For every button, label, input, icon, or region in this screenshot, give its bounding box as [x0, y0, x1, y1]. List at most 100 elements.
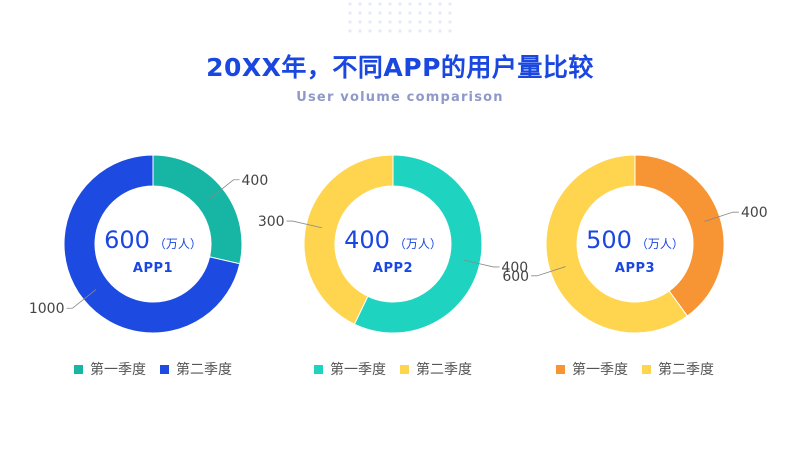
legend-swatch: [74, 364, 83, 374]
app2-donut-svg: 400 300: [258, 154, 528, 334]
leader-line: [531, 266, 566, 277]
decorative-dot: [348, 29, 352, 33]
legend-swatch: [160, 364, 169, 374]
decorative-dot: [418, 2, 422, 6]
app1-total-value: 600: [104, 226, 150, 254]
decorative-dot: [428, 29, 432, 33]
decorative-dot: [358, 11, 362, 15]
decorative-dot: [378, 11, 382, 15]
decorative-dot: [418, 20, 422, 24]
decorative-dot: [378, 2, 382, 6]
app1-center-total: 600 （万人）: [33, 226, 273, 254]
legend-label: 第二季度: [416, 362, 472, 378]
decorative-dot: [438, 20, 442, 24]
data-label: 400: [242, 173, 269, 189]
decorative-dot: [418, 11, 422, 15]
legend-label: 第一季度: [572, 362, 628, 378]
legend-item: 第二季度: [160, 359, 232, 379]
legend-swatch: [314, 364, 323, 374]
legend-item: 第二季度: [400, 359, 472, 379]
decorative-dot: [438, 2, 442, 6]
donut-slice-app3-2: [545, 154, 689, 334]
leader-line: [704, 211, 739, 222]
decorative-dot: [368, 29, 372, 33]
decorative-dot: [368, 11, 372, 15]
decorative-dot: [388, 2, 392, 6]
leader-line: [286, 220, 322, 229]
app2-name-label: APP2: [372, 261, 414, 276]
legend-item: 第二季度: [642, 359, 714, 379]
decorative-dot: [388, 11, 392, 15]
decorative-dot: [428, 11, 432, 15]
app3-donut-chart: 400 600 500 （万人） APP3 第一季度 第二季度: [502, 150, 768, 390]
decorative-dot: [388, 20, 392, 24]
decorative-dot: [368, 2, 372, 6]
decorative-dot: [448, 20, 452, 24]
decorative-dot: [398, 11, 402, 15]
decorative-dot: [438, 11, 442, 15]
legend-swatch: [642, 364, 651, 374]
decorative-dot: [408, 29, 412, 33]
decorative-dot: [348, 20, 352, 24]
app2-donut-chart: 400 300 400 （万人） APP2 第一季度 第二季度: [258, 150, 528, 390]
decorative-dot: [428, 20, 432, 24]
decorative-dot: [368, 20, 372, 24]
legend-swatch: [556, 364, 565, 374]
app3-total-unit: （万人）: [635, 237, 684, 251]
decorative-dot: [408, 11, 412, 15]
decorative-dot: [398, 29, 402, 33]
app2-center-total: 400 （万人）: [273, 226, 513, 254]
decorative-dot: [348, 11, 352, 15]
app1-donut-svg: 400 1000: [29, 154, 269, 334]
donut-slice-app2-1: [353, 154, 483, 334]
decorative-dot: [398, 2, 402, 6]
decorative-dot: [398, 20, 402, 24]
decorative-dot: [358, 29, 362, 33]
page-subtitle: User volume comparison: [296, 90, 504, 105]
decorative-dot: [378, 20, 382, 24]
leader-line: [464, 259, 500, 268]
app2-total-unit: （万人）: [393, 237, 442, 251]
legend-swatch: [400, 364, 409, 374]
app1-total-unit: （万人）: [153, 237, 202, 251]
app3-legend: 第一季度 第二季度: [515, 359, 755, 379]
page-title: 20XX年，不同APP的用户量比较: [206, 53, 594, 82]
decorative-dot-grid: [348, 2, 452, 33]
decorative-dot: [348, 2, 352, 6]
decorative-dot: [388, 29, 392, 33]
decorative-dot: [418, 29, 422, 33]
decorative-dot: [378, 29, 382, 33]
decorative-dot: [408, 20, 412, 24]
legend-item: 第一季度: [74, 359, 146, 379]
data-label: 400: [501, 260, 528, 276]
data-label: 300: [258, 214, 285, 230]
app1-donut-chart: 400 1000 600 （万人） APP1 第一季度 第二季度: [29, 150, 273, 390]
app1-legend: 第一季度 第二季度: [33, 359, 273, 379]
leader-line: [209, 179, 240, 199]
app3-name-label: APP3: [614, 261, 656, 276]
decorative-dot: [358, 20, 362, 24]
leader-line: [66, 289, 97, 309]
legend-label: 第一季度: [90, 362, 146, 378]
app3-center-total: 500 （万人）: [515, 226, 755, 254]
decorative-dot: [448, 11, 452, 15]
decorative-dot: [358, 2, 362, 6]
data-label: 1000: [29, 301, 65, 317]
data-label: 400: [741, 205, 768, 221]
decorative-dot: [438, 29, 442, 33]
legend-label: 第一季度: [330, 362, 386, 378]
app1-name-label: APP1: [132, 261, 174, 276]
legend-label: 第二季度: [176, 362, 232, 378]
donut-slice-app3-1: [634, 154, 725, 317]
data-label: 600: [502, 269, 529, 285]
donut-slice-app1-2: [63, 154, 241, 334]
legend-label: 第二季度: [658, 362, 714, 378]
donut-slice-app2-2: [303, 154, 394, 325]
decorative-dot: [448, 2, 452, 6]
app2-legend: 第一季度 第二季度: [273, 359, 513, 379]
app3-total-value: 500: [586, 226, 632, 254]
legend-item: 第一季度: [556, 359, 628, 379]
decorative-dot: [408, 2, 412, 6]
legend-item: 第一季度: [314, 359, 386, 379]
